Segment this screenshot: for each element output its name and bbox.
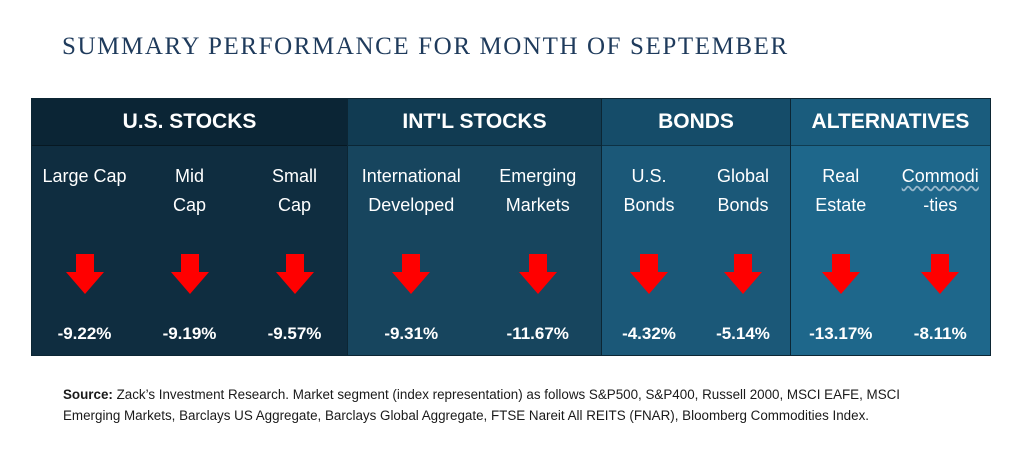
page-title: SUMMARY PERFORMANCE FOR MONTH OF SEPTEMB…: [62, 33, 789, 60]
performance-value: -13.17%: [809, 324, 873, 343]
performance-table: U.S. STOCKS Large Cap -9.22% Mid Cap -9.1…: [31, 98, 991, 356]
column-real-estate: Real Estate -13.17%: [791, 146, 891, 356]
down-arrow-icon: [392, 254, 431, 294]
performance-value: -8.11%: [913, 324, 967, 343]
down-arrow-icon: [921, 254, 960, 294]
source-text: Zack’s Investment Research. Market segme…: [63, 387, 901, 423]
category-label: Global Bonds: [716, 166, 770, 215]
category-label: Emerging Markets: [499, 166, 577, 215]
group-header-alternatives: ALTERNATIVES: [791, 99, 990, 146]
category-label: Mid Cap: [172, 166, 207, 215]
down-arrow-icon: [275, 254, 314, 294]
column-mid-cap: Mid Cap -9.19%: [137, 146, 242, 356]
column-small-cap: Small Cap -9.57%: [242, 146, 347, 356]
group-header-us-stocks: U.S. STOCKS: [32, 99, 347, 146]
source-label: Source:: [63, 387, 113, 402]
performance-value: -9.19%: [162, 324, 217, 343]
group-alternatives: ALTERNATIVES Real Estate -13.17% Commodi -…: [790, 99, 990, 355]
column-us-bonds: U.S. Bonds -4.32%: [602, 146, 696, 356]
column-commodities: Commodi -ties -8.11%: [891, 146, 991, 356]
category-label: Large Cap: [42, 166, 127, 186]
column-global-bonds: Global Bonds -5.14%: [696, 146, 790, 356]
performance-value: -9.57%: [267, 324, 322, 343]
source-note: Source: Zack’s Investment Research. Mark…: [63, 384, 953, 426]
group-header-bonds: BONDS: [602, 99, 790, 146]
down-arrow-icon: [821, 254, 860, 294]
category-label: International Developed: [361, 166, 461, 215]
down-arrow-icon: [630, 254, 668, 294]
category-label: Commodi -ties: [901, 166, 979, 215]
performance-value: -5.14%: [716, 324, 770, 343]
group-us-stocks: U.S. STOCKS Large Cap -9.22% Mid Cap -9.1…: [32, 99, 347, 355]
down-arrow-icon: [724, 254, 762, 294]
group-intl-stocks: INT'L STOCKS International Developed -9.3…: [347, 99, 601, 355]
down-arrow-icon: [65, 254, 104, 294]
group-bonds: BONDS U.S. Bonds -4.32% Global Bonds -5.14…: [601, 99, 790, 355]
column-emerging-markets: Emerging Markets -11.67%: [475, 146, 602, 356]
category-label: Small Cap: [271, 166, 317, 215]
down-arrow-icon: [518, 254, 557, 294]
performance-value: -9.31%: [384, 324, 439, 343]
category-label: U.S. Bonds: [623, 166, 675, 215]
down-arrow-icon: [170, 254, 209, 294]
column-large-cap: Large Cap -9.22%: [32, 146, 137, 356]
performance-value: -11.67%: [506, 324, 569, 343]
performance-value: -9.22%: [57, 324, 112, 343]
performance-value: -4.32%: [622, 324, 676, 343]
column-international-developed: International Developed -9.31%: [348, 146, 475, 356]
group-header-intl-stocks: INT'L STOCKS: [348, 99, 601, 146]
category-label: Real Estate: [815, 166, 867, 215]
